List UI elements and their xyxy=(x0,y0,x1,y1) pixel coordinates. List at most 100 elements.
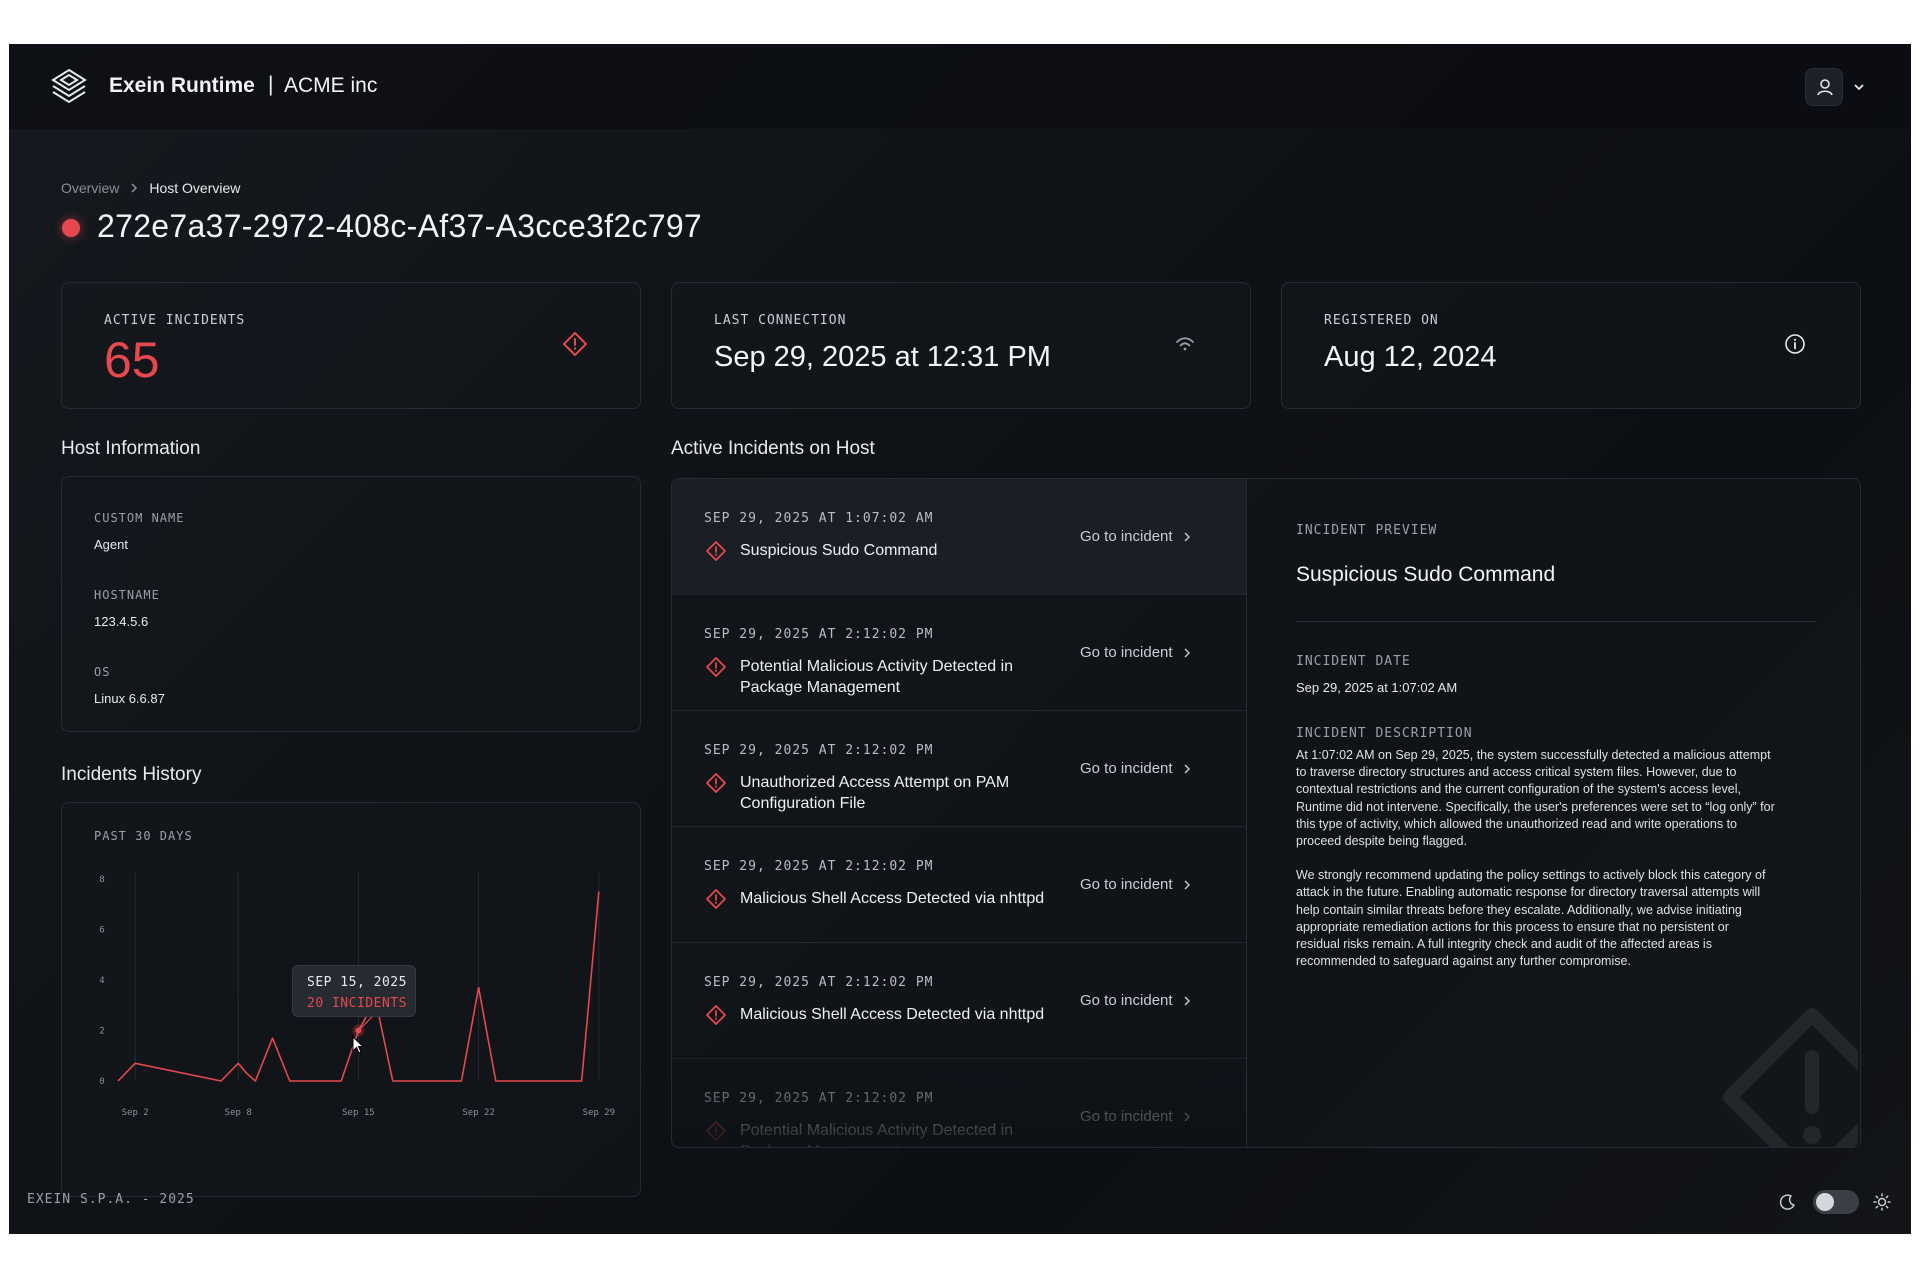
incident-title: Unauthorized Access Attempt on PAM Confi… xyxy=(740,774,1010,812)
chart-y-tick-label: 2 xyxy=(99,1027,104,1037)
warning-diamond-icon xyxy=(706,773,726,793)
theme-toggle[interactable] xyxy=(1813,1190,1859,1214)
preview-description-label: INCIDENT DESCRIPTION xyxy=(1296,726,1473,741)
preview-title: Suspicious Sudo Command xyxy=(1296,563,1556,586)
warning-diamond-icon xyxy=(706,1005,726,1025)
stat-label: ACTIVE INCIDENTS xyxy=(104,313,246,328)
stat-card-active-incidents: ACTIVE INCIDENTS 65 xyxy=(61,282,641,409)
warning-diamond-icon xyxy=(706,541,726,561)
incidents-history-card: PAST 30 DAYS Sep 2 Sep 8 Sep 15 Sep 22 Sep 2… xyxy=(61,802,641,1197)
go-to-incident-link[interactable]: Go to incident xyxy=(1080,992,1191,1009)
tooltip-count: 20 INCIDENTS xyxy=(307,996,407,1011)
go-to-incident-label: Go to incident xyxy=(1080,528,1173,545)
chart-x-tick-label: Sep 29 xyxy=(583,1108,616,1118)
incident-title: Potential Malicious Activity Detected in… xyxy=(740,1122,1014,1147)
footer-copyright: EXEIN S.P.A. - 2025 xyxy=(27,1192,195,1207)
go-to-incident-link[interactable]: Go to incident xyxy=(1080,644,1191,661)
preview-description-paragraph: We strongly recommend updating the polic… xyxy=(1296,868,1766,969)
incident-row[interactable]: SEP 29, 2025 AT 2:12:02 PM Malicious She… xyxy=(672,827,1246,943)
preview-date: Sep 29, 2025 at 1:07:02 AM xyxy=(1296,680,1458,695)
host-info-title: Host Information xyxy=(61,438,201,459)
chevron-right-icon xyxy=(1184,764,1190,773)
stat-label: REGISTERED ON xyxy=(1324,313,1439,328)
cursor-icon xyxy=(352,1036,365,1054)
breadcrumb: Overview Host Overview xyxy=(61,180,240,196)
incident-title: Malicious Shell Access Detected via nhtt… xyxy=(740,890,1045,907)
incident-row[interactable]: SEP 29, 2025 AT 1:07:02 AM Suspicious Su… xyxy=(672,479,1246,595)
incident-row[interactable]: SEP 29, 2025 AT 2:12:02 PM Unauthorized … xyxy=(672,711,1246,827)
chart-y-tick-label: 0 xyxy=(99,1077,104,1087)
host-status-dot xyxy=(62,219,80,237)
moon-icon xyxy=(1779,1194,1795,1210)
go-to-incident-link[interactable]: Go to incident xyxy=(1080,528,1191,545)
chart-y-tick-label: 6 xyxy=(99,926,104,936)
go-to-incident-link[interactable]: Go to incident xyxy=(1080,1108,1191,1125)
app-window: Exein Runtime | ACME inc Overview Host O… xyxy=(9,44,1911,1234)
info-label-hostname: HOSTNAME xyxy=(94,588,160,602)
info-label-os: OS xyxy=(94,665,111,679)
go-to-incident-link[interactable]: Go to incident xyxy=(1080,876,1191,893)
info-label-custom-name: CUSTOM NAME xyxy=(94,511,185,525)
page-title: 272e7a37-2972-408c-Af37-A3cce3f2c797 xyxy=(97,208,703,244)
chevron-right-icon xyxy=(1184,996,1190,1005)
incident-row[interactable]: SEP 29, 2025 AT 2:12:02 PM Malicious She… xyxy=(672,943,1246,1059)
breadcrumb-host-overview: Host Overview xyxy=(149,180,241,196)
chevron-right-icon xyxy=(131,183,138,193)
host-info-card: CUSTOM NAME Agent HOSTNAME 123.4.5.6 OS … xyxy=(61,476,641,732)
info-icon[interactable] xyxy=(1782,331,1808,357)
chart-x-tick-label: Sep 8 xyxy=(225,1108,252,1118)
incident-date: SEP 29, 2025 AT 2:12:02 PM xyxy=(704,1091,934,1106)
warning-diamond-icon xyxy=(706,657,726,677)
preview-date-label: INCIDENT DATE xyxy=(1296,654,1411,669)
user-menu-button[interactable] xyxy=(1805,68,1843,106)
incident-preview: INCIDENT PREVIEW Suspicious Sudo Command… xyxy=(1248,479,1858,1147)
incident-row[interactable]: SEP 29, 2025 AT 2:12:02 PM Potential Mal… xyxy=(672,595,1246,711)
info-value-custom-name: Agent xyxy=(94,537,128,552)
go-to-incident-link[interactable]: Go to incident xyxy=(1080,760,1191,777)
user-icon xyxy=(1817,79,1833,96)
incident-date: SEP 29, 2025 AT 2:12:02 PM xyxy=(704,975,934,990)
incident-row[interactable]: SEP 29, 2025 AT 2:12:02 PM Potential Mal… xyxy=(672,1059,1246,1147)
active-incidents-title: Active Incidents on Host xyxy=(671,438,875,459)
go-to-incident-label: Go to incident xyxy=(1080,644,1173,661)
stat-value: Sep 29, 2025 at 12:31 PM xyxy=(714,341,1051,373)
incidents-history-title: Incidents History xyxy=(61,764,202,785)
stat-card-last-connection: LAST CONNECTION Sep 29, 2025 at 12:31 PM xyxy=(671,282,1251,409)
stat-value: 65 xyxy=(104,332,160,388)
chart-x-tick-label: Sep 15 xyxy=(342,1108,375,1118)
incident-title: Suspicious Sudo Command xyxy=(740,542,938,559)
warning-watermark-icon xyxy=(1723,1008,1858,1147)
chevron-right-icon xyxy=(1184,1112,1190,1121)
stat-card-registered-on: REGISTERED ON Aug 12, 2024 xyxy=(1281,282,1861,409)
info-value-os: Linux 6.6.87 xyxy=(94,691,165,706)
stat-label: LAST CONNECTION xyxy=(714,313,847,328)
chart-x-tick-label: Sep 2 xyxy=(122,1108,149,1118)
chart-x-tick-label: Sep 22 xyxy=(462,1108,495,1118)
tooltip-date: SEP 15, 2025 xyxy=(307,975,407,990)
active-incidents-panel: SEP 29, 2025 AT 1:07:02 AM Suspicious Su… xyxy=(671,478,1861,1148)
preview-description: At 1:07:02 AM on Sep 29, 2025, the syste… xyxy=(1296,747,1776,987)
chevron-right-icon xyxy=(1184,648,1190,657)
theme-toggle-knob xyxy=(1816,1193,1834,1211)
sun-icon xyxy=(1873,1193,1891,1211)
incident-list: SEP 29, 2025 AT 1:07:02 AM Suspicious Su… xyxy=(672,479,1247,1147)
chevron-down-icon[interactable] xyxy=(1852,80,1866,94)
warning-diamond-icon xyxy=(706,889,726,909)
exein-logo-icon[interactable] xyxy=(49,66,89,106)
warning-diamond-icon xyxy=(563,332,587,356)
wifi-icon xyxy=(1176,337,1194,351)
preview-description-paragraph: At 1:07:02 AM on Sep 29, 2025, the syste… xyxy=(1296,748,1775,849)
breadcrumb-overview[interactable]: Overview xyxy=(61,180,120,196)
go-to-incident-label: Go to incident xyxy=(1080,876,1173,893)
go-to-incident-label: Go to incident xyxy=(1080,760,1173,777)
brand-separator: | xyxy=(268,73,274,96)
org-name: ACME inc xyxy=(284,74,378,97)
go-to-incident-label: Go to incident xyxy=(1080,992,1173,1009)
incident-title: Potential Malicious Activity Detected in… xyxy=(740,658,1014,696)
go-to-incident-label: Go to incident xyxy=(1080,1108,1173,1125)
incident-date: SEP 29, 2025 AT 2:12:02 PM xyxy=(704,627,934,642)
chevron-right-icon xyxy=(1184,532,1190,541)
preview-divider xyxy=(1296,621,1816,622)
incident-title: Malicious Shell Access Detected via nhtt… xyxy=(740,1006,1045,1023)
brand-name[interactable]: Exein Runtime xyxy=(109,74,255,97)
